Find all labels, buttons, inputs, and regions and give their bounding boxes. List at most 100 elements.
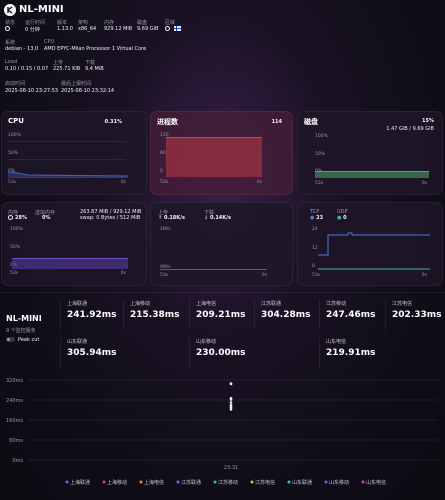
latency-point — [229, 401, 233, 404]
ping-item-name: 上海移动 — [130, 301, 151, 307]
legend-item: 上海移动 — [102, 479, 127, 486]
ping-item-value: 305.94ms — [67, 348, 117, 358]
ping-item-value: 202.33ms — [392, 310, 442, 320]
memory-value: 28% — [8, 215, 27, 221]
disk-panel: 磁盘 15% 1.47 GiB / 9.69 GiB 100% 50% 0% 5… — [297, 111, 443, 195]
ping-item-value: 247.46ms — [326, 310, 376, 320]
ping-section — [0, 292, 445, 378]
tcp-value: ● 23 — [310, 215, 324, 221]
tcp-tick-24: 24 — [312, 227, 318, 232]
ping-item-value: 209.21ms — [196, 310, 246, 320]
download-label: 下载 — [85, 60, 96, 66]
ping-item-name: 上海联通 — [67, 301, 88, 307]
memory-usage-area — [12, 258, 128, 269]
latency-y-tick: 80ms — [9, 438, 23, 444]
swap-title: 虚拟内存 — [35, 210, 56, 216]
latency-point — [229, 403, 233, 407]
cpu-tick-100: 100% — [8, 133, 21, 138]
legend-item: 上海联通 — [65, 479, 90, 486]
load-value: 0.10 / 0.15 / 0.07 — [5, 66, 49, 72]
legend-label: 山东电信 — [366, 479, 386, 486]
load-label: Load — [5, 59, 17, 65]
latency-y-tick: 0ms — [12, 458, 23, 464]
legend-item: 江苏联通 — [176, 479, 201, 486]
tcp-tick-12: 12 — [312, 246, 318, 251]
disk-panel-title: 磁盘 — [304, 118, 318, 126]
ping-item-name: 江苏电信 — [392, 301, 413, 307]
udp-value: ● 0 — [337, 215, 347, 221]
net-download-title: 下载 — [204, 210, 215, 216]
legend-swatch — [287, 480, 291, 484]
upload-value: 225.71 KiB — [53, 66, 81, 72]
disk-label: 磁盘 — [137, 20, 148, 26]
legend-item: 上海电信 — [139, 479, 164, 486]
cpu-usage-line — [8, 171, 128, 178]
latency-y-tick: 160ms — [6, 418, 23, 424]
latency-point — [229, 382, 233, 385]
ping-item: 山东移动 230.00ms — [189, 338, 245, 368]
legend-label: 上海电信 — [144, 479, 164, 486]
version-value: 1.13.0 — [57, 26, 73, 32]
region-flag-icon — [165, 26, 181, 32]
memory-title: 内存 — [8, 210, 19, 216]
disk-usage-area — [315, 171, 429, 178]
arch-label: 架构 — [78, 20, 89, 26]
process-panel: 进程数 114 120 60 0 53s 0s — [150, 111, 293, 195]
status-value — [5, 26, 12, 32]
boot-time-label: 启动时间 — [5, 81, 26, 87]
ping-item-name: 上海电信 — [196, 301, 217, 307]
ping-item-value: 219.91ms — [326, 348, 376, 358]
net-upload-title: 上传 — [158, 210, 169, 216]
swap-detail: swap: 0 Bytes / 512 MiB — [80, 215, 141, 221]
cpu-panel: CPU 0.31% 100% 50% 0% 53s 0s — [1, 111, 147, 195]
legend-swatch — [139, 480, 143, 484]
ping-item: 江苏移动 247.46ms — [319, 300, 375, 330]
latency-point — [229, 396, 233, 400]
cpu-x-right: 0s — [120, 180, 126, 185]
disk-x-left: 53s — [315, 181, 324, 186]
legend-item: 山东联通 — [287, 479, 312, 486]
process-x-right: 0s — [256, 180, 262, 185]
ping-item: 江苏联通 304.28ms — [254, 300, 310, 330]
legend-label: 上海联通 — [70, 479, 90, 486]
peak-cut-toggle[interactable]: Peak cut — [6, 337, 39, 343]
ping-monitor-count: 9 个监控服务 — [6, 328, 36, 334]
ping-item-name: 山东联通 — [67, 339, 88, 345]
boot-time-value: 2025-08-10 23:27:53 — [5, 88, 59, 94]
ping-item: 江苏电信 202.33ms — [385, 300, 441, 330]
legend-swatch — [102, 480, 106, 484]
net-x-right: 0s — [261, 273, 267, 278]
legend-label: 江苏联通 — [181, 479, 201, 486]
tcp-connections-line — [318, 232, 430, 270]
process-panel-title: 进程数 — [157, 118, 178, 126]
download-value: 9.4 MiB — [85, 66, 104, 72]
server-logo-icon — [4, 4, 16, 16]
system-value: debian - 13.0 — [5, 46, 39, 52]
disk-x-right: 0s — [421, 181, 427, 186]
last-report-value: 2025-08-10 23:32:14 — [61, 88, 115, 94]
process-tick-60: 60 — [160, 151, 166, 156]
latency-x-tick: 23:31 — [224, 465, 238, 471]
server-title: NL-MINI — [19, 4, 64, 15]
memory-x-left: 53s — [10, 271, 19, 276]
ping-item-name: 山东电信 — [326, 339, 347, 345]
legend-swatch — [250, 480, 254, 484]
ping-item-value: 241.92ms — [67, 310, 117, 320]
memory-x-right: 0s — [120, 271, 126, 276]
legend-label: 山东联通 — [292, 479, 312, 486]
latency-y-tick: 240ms — [6, 398, 23, 404]
uptime-value: 0 分钟 — [25, 27, 40, 33]
legend-item: 山东电信 — [361, 479, 386, 486]
memory-detail: 263.87 MiB / 929.12 MiB — [80, 209, 142, 215]
legend-item: 江苏电信 — [250, 479, 275, 486]
memory-panel: 内存 28% 虚拟内存 0% 263.87 MiB / 929.12 MiB s… — [1, 202, 147, 286]
legend-item: 江苏移动 — [213, 479, 238, 486]
system-label: 系统 — [5, 40, 16, 46]
ping-item: 上海联通 241.92ms — [60, 300, 116, 330]
ping-item: 上海电信 209.21ms — [189, 300, 245, 330]
process-panel-value: 114 — [271, 119, 282, 125]
process-x-left: 53s — [160, 180, 169, 185]
last-report-label: 最后上报时间 — [61, 81, 92, 87]
tcp-x-left: 53s — [312, 273, 321, 278]
ping-item: 山东联通 305.94ms — [60, 338, 116, 368]
